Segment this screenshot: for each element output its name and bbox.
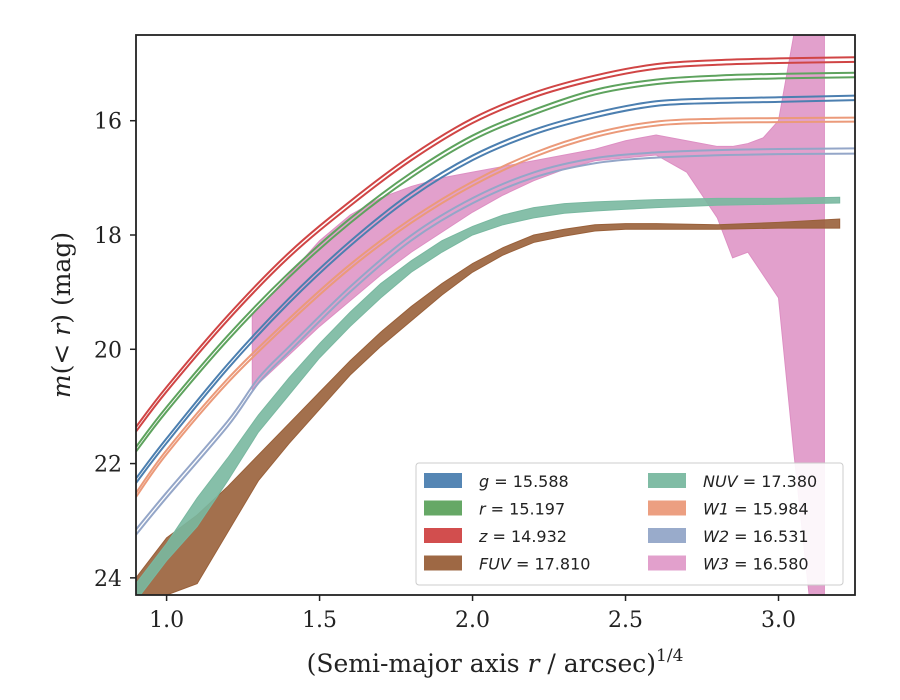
legend-label-g: g = 15.588 — [479, 472, 569, 491]
legend-label-var: W2 — [703, 527, 729, 546]
series-w2-lower-line — [136, 152, 855, 536]
y-axis-label-m: m — [47, 374, 76, 398]
legend-label-value: = 15.984 — [729, 500, 809, 519]
x-axis-label-unit: / arcsec) — [539, 649, 656, 678]
x-axis-label-power: 1/4 — [656, 646, 683, 666]
legend-label-var: W1 — [703, 500, 729, 519]
legend-label-w3: W3 = 16.580 — [703, 555, 809, 574]
legend-box — [415, 462, 844, 586]
legend-label-value: = 17.380 — [738, 472, 818, 491]
series-w1-upper-line — [136, 116, 855, 494]
x-tick-label: 2.5 — [608, 608, 643, 633]
y-axis-label-rest: ) (mag) — [47, 232, 76, 324]
legend-swatch-r — [424, 500, 462, 516]
legend-swatch-w1 — [648, 500, 686, 516]
y-tick-label: 16 — [94, 110, 122, 135]
y-axis-label-r: r — [47, 322, 76, 336]
y-tick-label: 24 — [94, 567, 122, 592]
legend-swatch-g — [424, 473, 462, 488]
series-layer — [136, 35, 855, 595]
legend-label-value: = 16.580 — [729, 555, 809, 574]
legend-swatch-fuv — [424, 555, 462, 571]
legend-label-nuv: NUV = 17.380 — [703, 472, 817, 491]
x-tick-label: 1.5 — [302, 608, 337, 633]
series-w1-lower-line — [136, 120, 855, 498]
legend-swatch-z — [424, 528, 462, 543]
x-tick-label: 2.0 — [455, 608, 490, 633]
series-z-lower-line — [136, 60, 855, 433]
x-axis-label-text: (Semi-major axis — [307, 649, 528, 678]
x-tick-label: 3.0 — [761, 608, 796, 633]
legend-label-z: z = 14.932 — [478, 527, 567, 546]
plot-frame — [135, 34, 856, 596]
legend-label-value: = 14.932 — [487, 527, 567, 546]
y-axis-label-paren-open: (< — [47, 336, 76, 375]
series-z-upper-line — [136, 56, 855, 428]
legend-label-value: = 16.531 — [729, 527, 809, 546]
series-w2-upper-line — [136, 147, 855, 531]
y-axis-label: m(< r) (mag) — [47, 232, 76, 398]
series-g-lower-line — [136, 99, 855, 484]
x-tick-label: 1.0 — [149, 608, 184, 633]
legend-label-r: r = 15.197 — [479, 500, 565, 519]
legend-swatch-w2 — [648, 528, 686, 543]
series-w3-band — [251, 35, 825, 595]
series-fuv-band — [136, 218, 841, 595]
legend-label-value: = 15.588 — [489, 472, 569, 491]
legend-label-value: = 15.197 — [486, 500, 566, 519]
legend-label-var: z — [478, 527, 488, 546]
y-tick-label: 22 — [94, 453, 122, 478]
y-axis-ticks: 16 18 20 22 24 — [94, 110, 136, 592]
legend-label-var: NUV — [703, 472, 739, 491]
x-axis-label-var: r — [528, 649, 542, 678]
x-axis-label: (Semi-major axis r / arcsec)1/4 — [307, 646, 684, 678]
y-tick-label: 18 — [94, 224, 122, 249]
legend-label-var: W3 — [703, 555, 729, 574]
legend-label-var: r — [479, 500, 487, 519]
legend-label-value: = 17.810 — [511, 555, 591, 574]
series-r-lower-line — [136, 76, 855, 453]
y-tick-label: 20 — [94, 338, 122, 363]
legend-swatch-w3 — [648, 555, 686, 571]
legend-label-var: FUV — [479, 555, 512, 574]
legend-swatch-nuv — [648, 473, 686, 488]
legend-label-fuv: FUV = 17.810 — [479, 555, 590, 574]
legend-label-var: g — [479, 472, 489, 491]
x-axis-ticks: 1.0 1.5 2.0 2.5 3.0 — [149, 595, 796, 633]
series-nuv-band — [136, 196, 841, 595]
legend-label-w1: W1 = 15.984 — [703, 500, 809, 519]
series-r-upper-line — [136, 71, 855, 448]
legend-label-w2: W2 = 16.531 — [703, 527, 809, 546]
series-g-upper-line — [136, 94, 855, 480]
